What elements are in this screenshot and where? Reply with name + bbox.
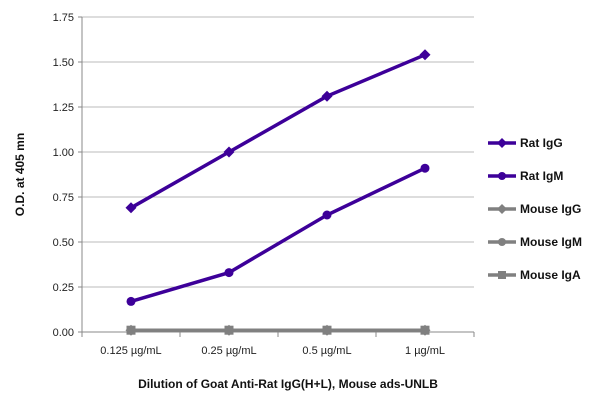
data-point	[126, 325, 136, 335]
series-line-rat-igg	[130, 53, 426, 210]
legend-marker	[498, 271, 506, 279]
data-point	[125, 202, 137, 214]
data-point	[224, 325, 234, 335]
y-tick-label: 1.00	[53, 147, 74, 159]
y-tick-label: 0.25	[53, 282, 74, 294]
data-point	[419, 49, 431, 61]
legend-marker	[497, 204, 507, 214]
data-point	[126, 296, 136, 306]
data-point	[420, 325, 430, 335]
y-tick-label: 1.25	[53, 102, 74, 114]
x-tick-label: 0.5 µg/mL	[302, 345, 351, 357]
x-axis-label: Dilution of Goat Anti-Rat IgG(H+L), Mous…	[138, 377, 438, 391]
legend-marker	[498, 172, 506, 180]
data-point	[322, 210, 332, 220]
x-tick-label: 0.125 µg/mL	[100, 345, 161, 357]
data-point	[322, 325, 332, 335]
data-point	[321, 90, 333, 102]
data-point	[223, 146, 235, 158]
x-tick-label: 1 µg/mL	[405, 345, 445, 357]
y-tick-label: 0.50	[53, 237, 74, 249]
legend-marker	[498, 238, 506, 246]
series-line-rat-igm	[130, 166, 426, 304]
legend-marker	[497, 138, 507, 148]
legend-label: Mouse IgM	[520, 235, 582, 249]
data-point	[224, 268, 234, 278]
legend-label: Rat IgG	[520, 136, 563, 150]
y-axis-label: O.D. at 405 mn	[13, 133, 27, 216]
y-tick-label: 0.00	[53, 327, 74, 339]
y-tick-label: 1.75	[53, 12, 74, 24]
legend-label: Mouse IgG	[520, 202, 581, 216]
x-tick-label: 0.25 µg/mL	[201, 345, 256, 357]
data-point	[420, 163, 430, 173]
legend-label: Mouse IgA	[520, 268, 581, 282]
y-tick-label: 1.50	[53, 57, 74, 69]
y-tick-label: 0.75	[53, 192, 74, 204]
legend-label: Rat IgM	[520, 169, 563, 183]
